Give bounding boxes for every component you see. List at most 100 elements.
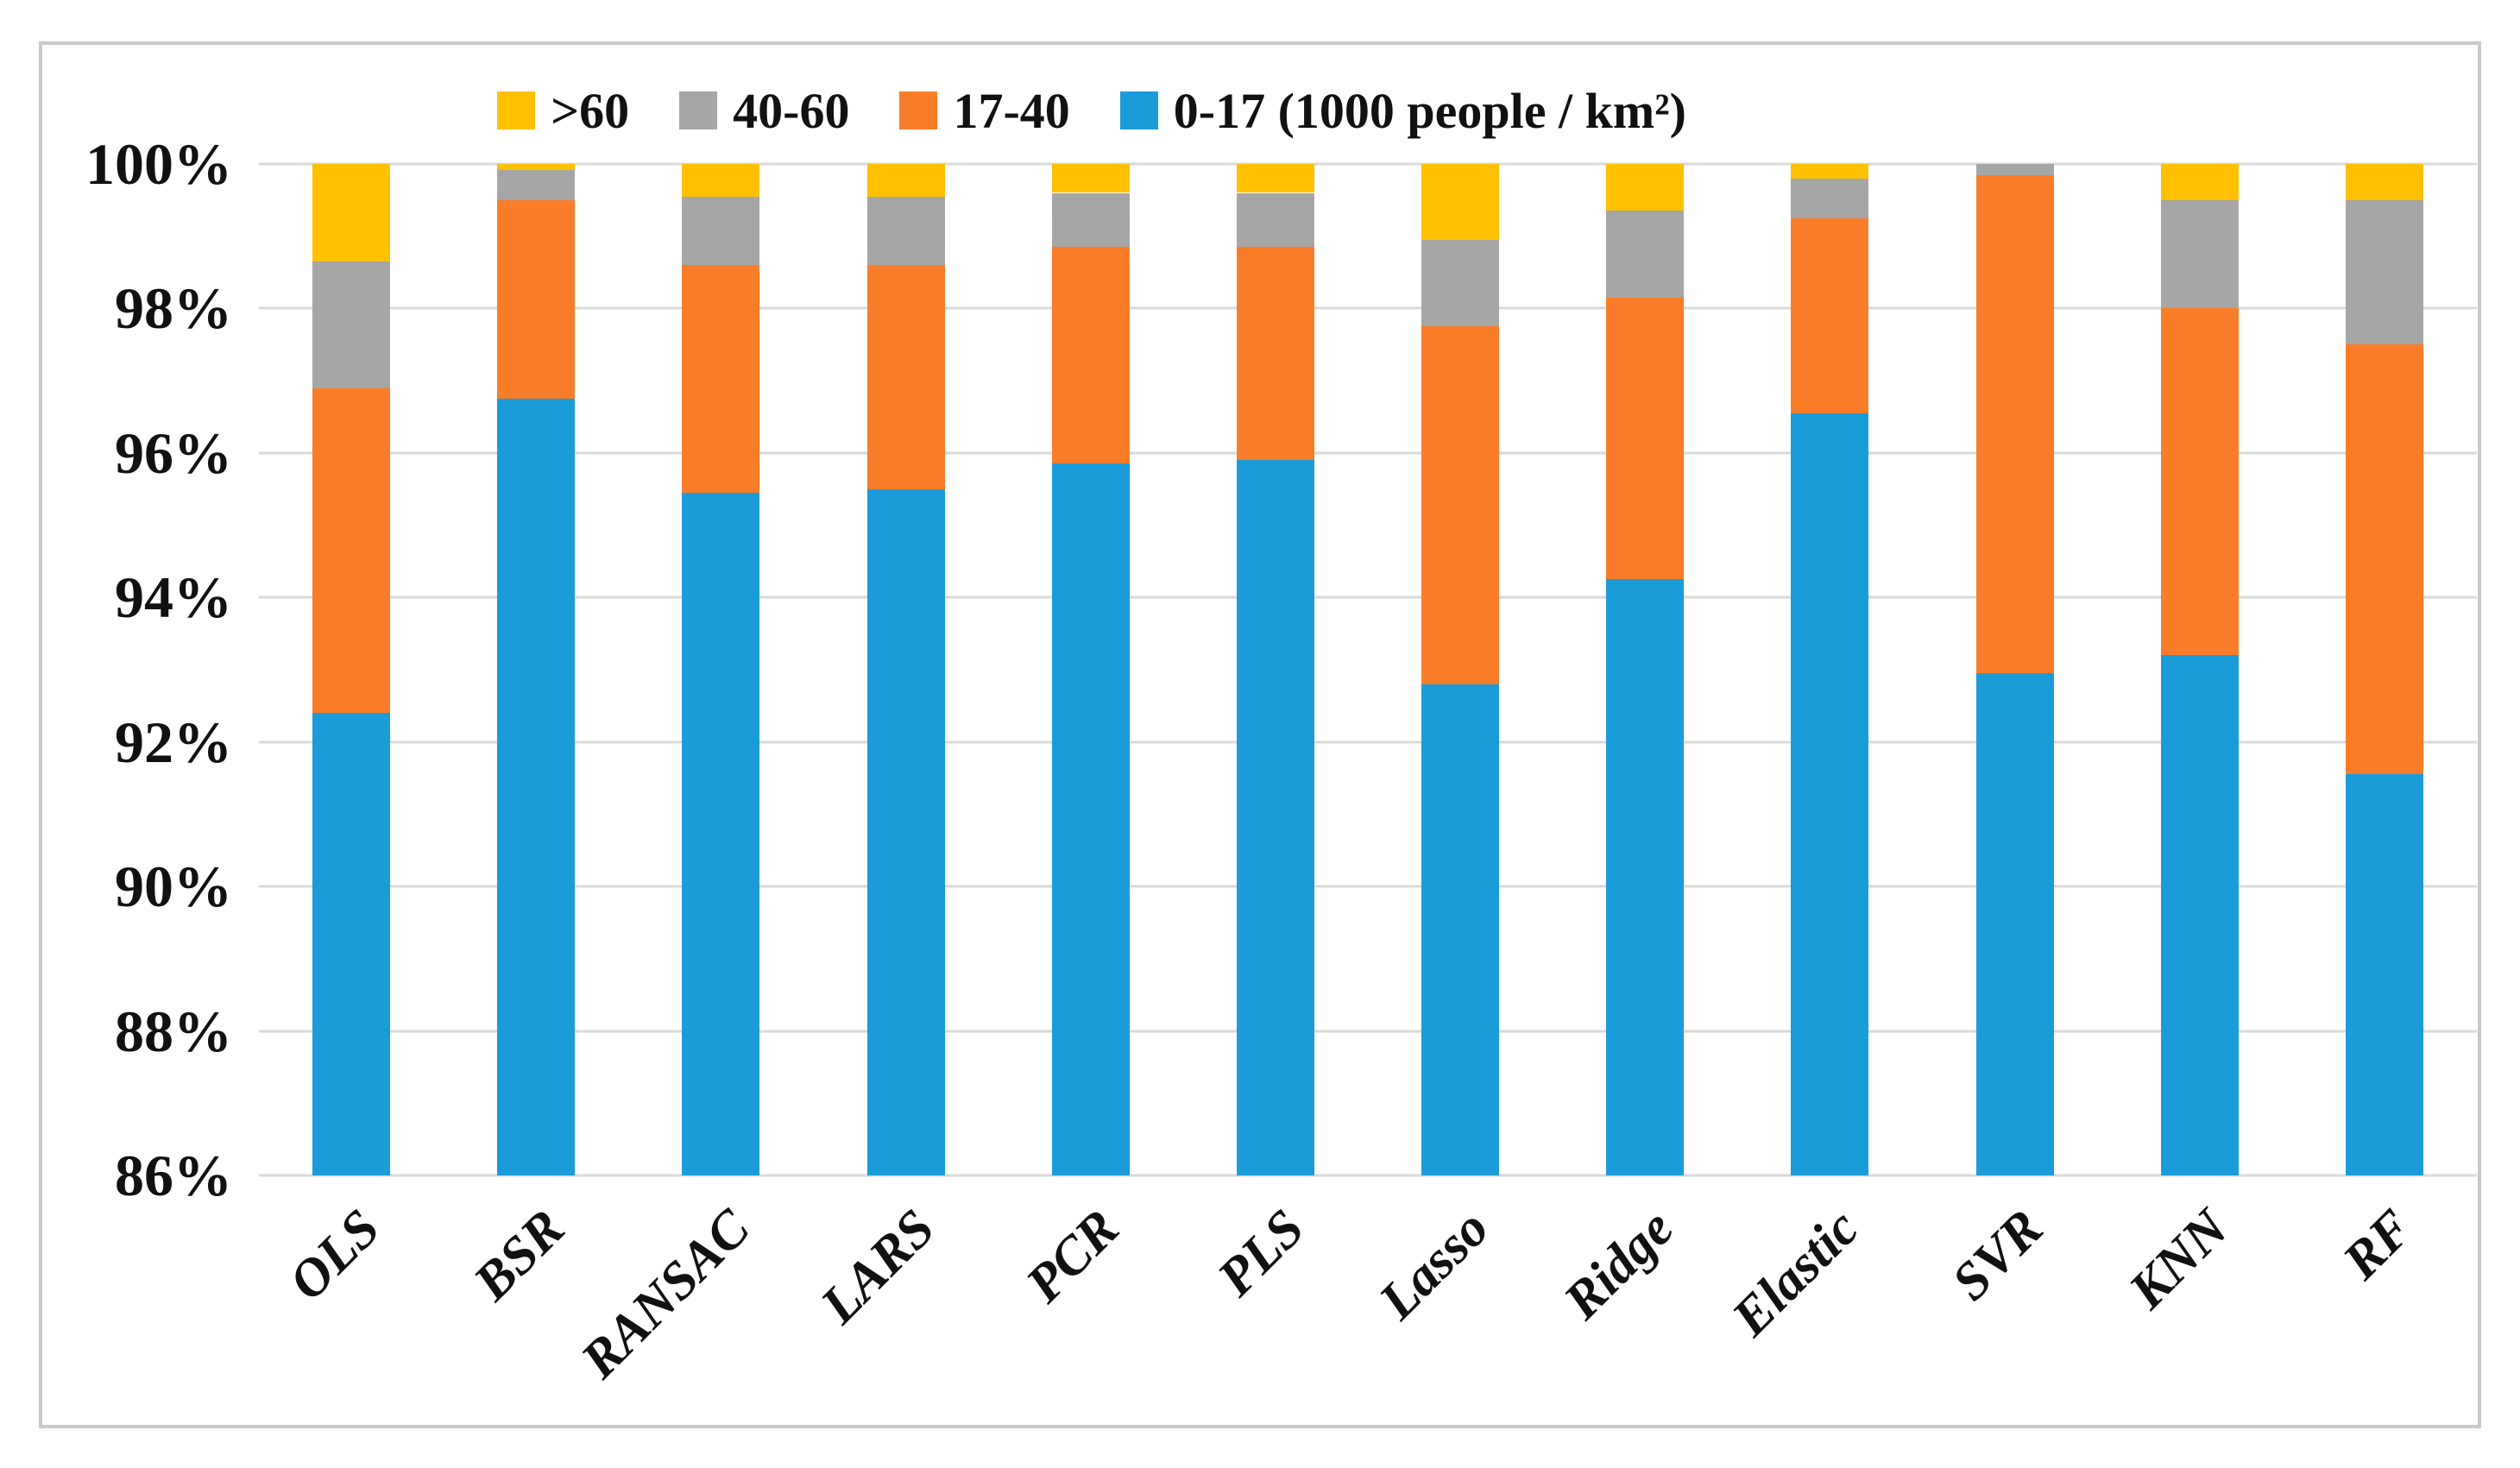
bar-lars [866,164,945,1175]
segment-knn-60 [2160,164,2239,200]
legend-label-17-40: 17-40 [953,82,1070,139]
y-tick-label-98: 98% [115,275,232,342]
segment-knn-17-40 [2160,308,2239,656]
bar-ridge [1606,164,1685,1175]
segment-elastic-0-17-1000-people-km [1791,413,1869,1175]
segment-pls-0-17-1000-people-km [1236,460,1314,1175]
segment-ols-0-17-1000-people-km [312,713,391,1175]
gridline-98 [259,306,2477,310]
y-tick-label-96: 96% [115,419,232,486]
x-tick-label-ridge: Ridge [1553,1198,1685,1331]
bar-column-ridge [1553,164,1737,1175]
gridline-92 [259,740,2477,744]
segment-bsr-17-40 [497,199,576,400]
gridline-94 [259,595,2477,599]
bar-column-knn [2107,164,2292,1175]
legend-swatch-17-40 [899,91,938,129]
bar-column-pcr [999,164,1183,1175]
y-tick-label-92: 92% [115,709,232,775]
segment-lars-60 [866,164,945,197]
x-tick-label-elastic: Elastic [1721,1198,1870,1348]
bar-column-pls [1183,164,1368,1175]
x-tick-label-lars: LARS [809,1198,946,1335]
segment-elastic-40-60 [1791,178,1869,218]
gridline-96 [259,451,2477,455]
segment-pls-40-60 [1236,192,1314,248]
y-tick-label-100: 100% [85,131,232,197]
bar-column-ols [259,164,444,1175]
segment-rf-0-17-1000-people-km [2345,774,2423,1175]
gridline-100 [259,162,2477,166]
segment-rf-60 [2345,164,2423,200]
x-tick-label-svr: SVR [1941,1198,2055,1312]
x-tick-label-rf: RF [2332,1198,2424,1291]
segment-lasso-17-40 [1421,326,1500,684]
segment-elastic-17-40 [1791,217,1869,413]
bar-bsr [497,164,576,1175]
legend-item-60: >60 [497,82,629,140]
gridline-86 [259,1174,2477,1177]
segment-ols-40-60 [312,261,391,388]
segment-pls-60 [1236,164,1314,193]
x-tick-label-knn: KNN [2118,1198,2240,1320]
segment-svr-17-40 [1975,174,2054,674]
bar-svr [1975,164,2054,1175]
x-tick-label-pcr: PCR [1015,1198,1131,1314]
segment-ransac-40-60 [682,196,760,266]
segment-lasso-60 [1421,164,1500,240]
bar-rf [2345,164,2423,1175]
segment-ols-60 [312,164,391,262]
x-tick-label-lasso: Lasso [1368,1198,1501,1331]
gridline-88 [259,1030,2477,1033]
x-tick-label-ols: OLS [278,1198,392,1312]
segment-ols-17-40 [312,387,391,714]
segment-rf-17-40 [2345,344,2423,775]
bar-ransac [682,164,760,1175]
y-axis-labels: 86% 88% 90% 92% 94% 96% 98% 100% [39,135,237,1205]
segment-lars-40-60 [866,196,945,266]
segment-bsr-60 [497,164,576,170]
legend-label-60: >60 [551,82,630,139]
segment-bsr-0-17-1000-people-km [497,399,576,1175]
segment-ridge-17-40 [1606,297,1685,580]
segment-ransac-60 [682,164,760,197]
legend-swatch-40-60 [679,91,718,129]
segment-bsr-40-60 [497,169,576,200]
segment-svr-0-17-1000-people-km [1975,673,2054,1175]
segment-ridge-40-60 [1606,211,1685,298]
x-tick-label-ransac: RANSAC [570,1198,761,1389]
segment-knn-0-17-1000-people-km [2160,655,2239,1175]
legend-item-40-60: 40-60 [679,82,849,140]
segment-elastic-60 [1791,164,1869,179]
segment-knn-40-60 [2160,199,2239,309]
legend-swatch-60 [497,91,536,129]
x-tick-label-pls: PLS [1206,1198,1315,1307]
x-tick-label-bsr: BSR [463,1198,576,1312]
legend-label-40-60: 40-60 [733,82,850,139]
segment-lars-0-17-1000-people-km [866,488,945,1175]
bar-lasso [1421,164,1500,1175]
y-tick-label-94: 94% [115,564,232,631]
segment-ransac-0-17-1000-people-km [682,492,760,1175]
plot-area [259,162,2477,1177]
bar-elastic [1791,164,1869,1175]
x-axis-labels: OLS BSR RANSAC LARS PCR PLS Lasso Ridge Elastic S… [259,1187,2477,1454]
segment-pls-17-40 [1236,247,1314,461]
bar-column-rf [2292,164,2477,1175]
y-tick-label-86: 86% [115,1143,232,1208]
bar-column-elastic [1737,164,1922,1175]
y-tick-label-88: 88% [115,998,232,1064]
gridline-90 [259,885,2477,888]
legend-item-0-17-1000-people-km: 0-17 (1000 people / km²) [1119,82,1686,140]
y-tick-label-90: 90% [115,854,232,920]
segment-lars-17-40 [866,265,945,489]
legend-swatch-0-17-1000-people-km [1119,91,1158,129]
segment-ransac-17-40 [682,265,760,493]
segment-svr-40-60 [1975,164,2054,175]
segment-lasso-0-17-1000-people-km [1421,684,1500,1175]
segment-pcr-17-40 [1051,247,1130,464]
segment-pcr-0-17-1000-people-km [1051,463,1130,1175]
bar-pcr [1051,164,1130,1175]
legend-item-17-40: 17-40 [899,82,1070,140]
